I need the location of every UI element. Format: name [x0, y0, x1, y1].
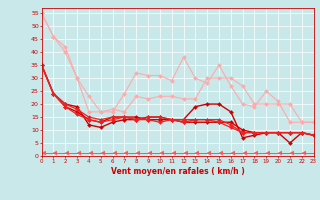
X-axis label: Vent moyen/en rafales ( km/h ): Vent moyen/en rafales ( km/h ) [111, 167, 244, 176]
